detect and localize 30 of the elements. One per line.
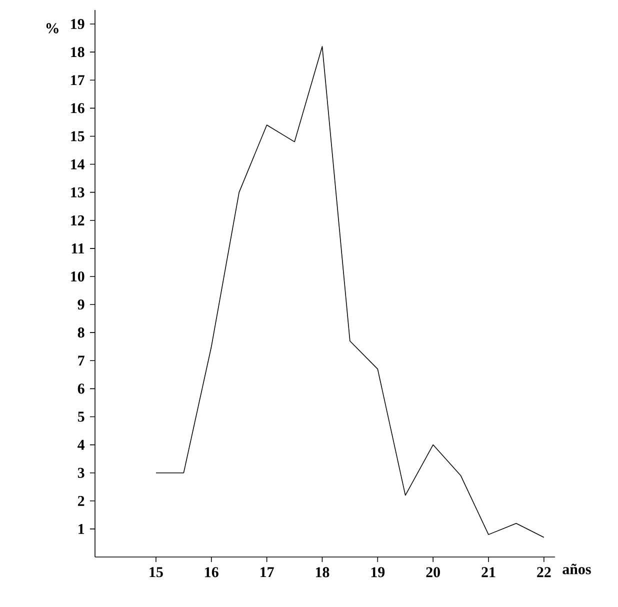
x-axis-title: años [562, 564, 591, 574]
y-tick-label: 14 [71, 159, 85, 170]
line-series [156, 46, 544, 538]
y-tick-label: 12 [71, 215, 84, 226]
x-tick-label: 16 [205, 567, 218, 578]
x-tick-label: 20 [426, 567, 440, 578]
y-tick-label: 2 [78, 496, 84, 506]
y-tick-label: 18 [71, 47, 84, 58]
y-tick-label: 3 [78, 468, 84, 478]
y-tick-label: 19 [71, 19, 84, 30]
x-tick-label: 22 [537, 567, 551, 578]
y-tick-label: 13 [71, 187, 84, 198]
x-tick-label: 15 [150, 567, 163, 578]
y-tick-label: 10 [71, 271, 84, 282]
y-tick-label: 5 [78, 412, 84, 422]
y-axis-title: % [46, 23, 58, 34]
y-tick-label: 9 [78, 300, 84, 310]
y-tick-label: 1 [78, 524, 84, 534]
y-tick-label: 7 [78, 356, 84, 366]
y-tick-label: 6 [78, 384, 84, 394]
y-tick-label: 15 [71, 131, 84, 142]
y-tick-label: 4 [78, 440, 85, 450]
x-tick-label: 19 [371, 567, 385, 578]
x-tick-label: 21 [482, 567, 496, 578]
y-tick-label: 8 [78, 328, 84, 338]
x-tick-label: 18 [316, 567, 330, 578]
y-tick-label: 11 [72, 244, 84, 254]
x-tick-label: 17 [260, 567, 274, 578]
y-tick-label: 16 [71, 103, 84, 114]
y-tick-label: 17 [71, 75, 84, 86]
